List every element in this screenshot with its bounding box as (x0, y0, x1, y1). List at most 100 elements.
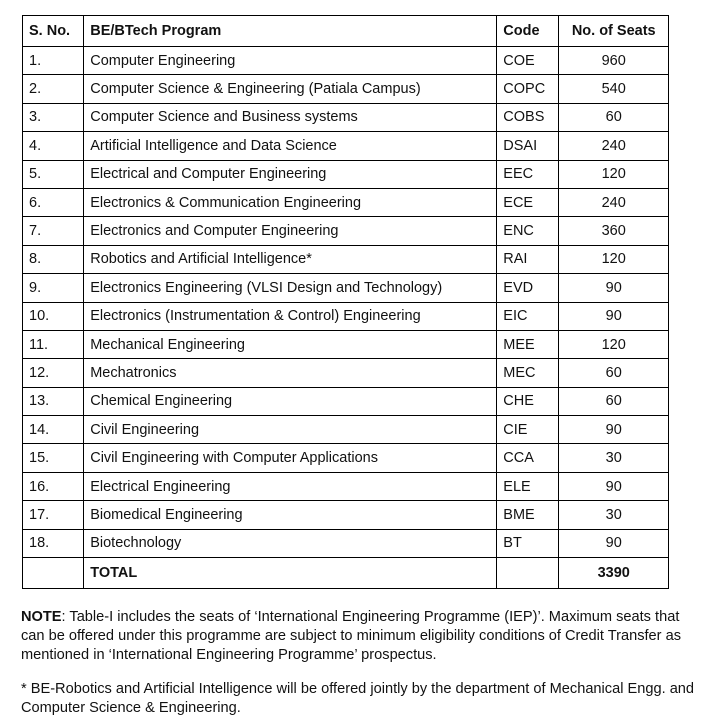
seat-count: 120 (558, 244, 669, 275)
program-name: Electronics (Instrumentation & Control) … (83, 301, 498, 331)
table-row: 18. Biotechnology BT 90 (21, 528, 669, 559)
table-row: 17. Biomedical Engineering BME 30 (21, 500, 669, 530)
header-row: S. No. BE/BTech Program Code No. of Seats (21, 15, 669, 47)
program-name: Mechanical Engineering (83, 329, 498, 360)
serial-number: 1. (21, 45, 85, 76)
serial-number: 12. (21, 358, 85, 388)
serial-number: 2. (21, 74, 85, 104)
program-code: MEC (496, 358, 560, 388)
seat-count: 60 (558, 358, 669, 388)
table-row: 6. Electronics & Communication Engineerin… (21, 187, 669, 218)
header-cell: Code (496, 15, 560, 47)
program-code: COPC (496, 74, 560, 104)
program-name: Electronics & Communication Engineering (83, 187, 498, 218)
program-name: Civil Engineering (83, 415, 498, 445)
program-code: RAI (496, 244, 560, 275)
total-row: TOTAL 3390 (21, 557, 669, 590)
note-label: NOTE (21, 609, 62, 625)
empty-cell (496, 557, 560, 590)
program-code: CHE (496, 386, 560, 417)
table-body: 1. Computer Engineering COE 960 2. Computer S… (21, 45, 669, 590)
program-name: Computer Engineering (83, 45, 498, 76)
table-row: 3. Computer Science and Business systems C… (21, 102, 669, 133)
table-header: S. No. BE/BTech Program Code No. of Seats (21, 15, 669, 47)
table-row: 8. Robotics and Artificial Intelligence* R… (21, 244, 669, 275)
program-name: Electronics Engineering (VLSI Design and… (83, 273, 498, 303)
seat-count: 540 (558, 74, 669, 104)
table-row: 13. Chemical Engineering CHE 60 (21, 386, 669, 417)
serial-number: 6. (21, 187, 85, 218)
program-code: ELE (496, 471, 560, 502)
header-cell: BE/BTech Program (83, 15, 498, 47)
program-name: Chemical Engineering (83, 386, 498, 417)
seat-count: 240 (558, 131, 669, 161)
header-cell: S. No. (21, 15, 85, 47)
note-text: : Table-I includes the seats of ‘Interna… (21, 609, 682, 663)
program-code: MEE (496, 329, 560, 360)
table-row: 5. Electrical and Computer Engineering EEC… (21, 159, 669, 189)
footnote: * BE-Robotics and Artificial Intelligenc… (21, 681, 695, 716)
serial-number: 10. (21, 301, 85, 331)
program-code: EEC (496, 159, 560, 189)
table-row: 1. Computer Engineering COE 960 (21, 45, 669, 76)
program-code: DSAI (496, 131, 560, 161)
serial-number: 16. (21, 471, 85, 502)
program-name: Mechatronics (83, 358, 498, 388)
program-code: ENC (496, 216, 560, 246)
table-row: 12. Mechatronics MEC 60 (21, 358, 669, 388)
seat-count: 90 (558, 471, 669, 502)
seat-count: 30 (558, 500, 669, 530)
table-row: 9. Electronics Engineering (VLSI Design a… (21, 273, 669, 303)
serial-number: 15. (21, 443, 85, 473)
serial-number: 7. (21, 216, 85, 246)
program-code: CCA (496, 443, 560, 473)
program-code: BT (496, 528, 560, 559)
serial-number: 14. (21, 415, 85, 445)
note: NOTE: Table-I includes the seats of ‘Int… (21, 608, 696, 665)
seat-count: 90 (558, 528, 669, 559)
program-name: Biotechnology (83, 528, 498, 559)
seat-count: 120 (558, 159, 669, 189)
seats-table: S. No. BE/BTech Program Code No. of Seats 1… (21, 15, 669, 590)
program-code: CIE (496, 415, 560, 445)
serial-number: 17. (21, 500, 85, 530)
serial-number: 5. (21, 159, 85, 189)
program-code: COE (496, 45, 560, 76)
program-name: Electrical and Computer Engineering (83, 159, 498, 189)
seat-count: 60 (558, 102, 669, 133)
seat-count: 60 (558, 386, 669, 417)
table-row: 15. Civil Engineering with Computer Appli… (21, 443, 669, 473)
header-cell: No. of Seats (558, 15, 669, 47)
serial-number: 11. (21, 329, 85, 360)
seat-count: 30 (558, 443, 669, 473)
table-row: 2. Computer Science & Engineering (Patial… (21, 74, 669, 104)
seat-count: 960 (558, 45, 669, 76)
program-name: Computer Science & Engineering (Patiala … (83, 74, 498, 104)
table-row: 10. Electronics (Instrumentation & Contro… (21, 301, 669, 331)
table-row: 16. Electrical Engineering ELE 90 (21, 471, 669, 502)
seat-count: 90 (558, 301, 669, 331)
program-name: Biomedical Engineering (83, 500, 498, 530)
program-name: Electronics and Computer Engineering (83, 216, 498, 246)
program-code: ECE (496, 187, 560, 218)
seat-count: 240 (558, 187, 669, 218)
seat-count: 90 (558, 273, 669, 303)
serial-number: 4. (21, 131, 85, 161)
program-name: Civil Engineering with Computer Applicat… (83, 443, 498, 473)
seat-count: 90 (558, 415, 669, 445)
program-code: BME (496, 500, 560, 530)
serial-number: 3. (21, 102, 85, 133)
serial-number: 8. (21, 244, 85, 275)
table-row: 11. Mechanical Engineering MEE 120 (21, 329, 669, 360)
table-row: 7. Electronics and Computer Engineering EN… (21, 216, 669, 246)
program-code: EIC (496, 301, 560, 331)
program-name: Robotics and Artificial Intelligence* (83, 244, 498, 275)
empty-cell (21, 557, 85, 590)
program-code: EVD (496, 273, 560, 303)
total-label: TOTAL (83, 557, 498, 590)
program-name: Artificial Intelligence and Data Science (83, 131, 498, 161)
serial-number: 9. (21, 273, 85, 303)
seat-count: 360 (558, 216, 669, 246)
program-code: COBS (496, 102, 560, 133)
